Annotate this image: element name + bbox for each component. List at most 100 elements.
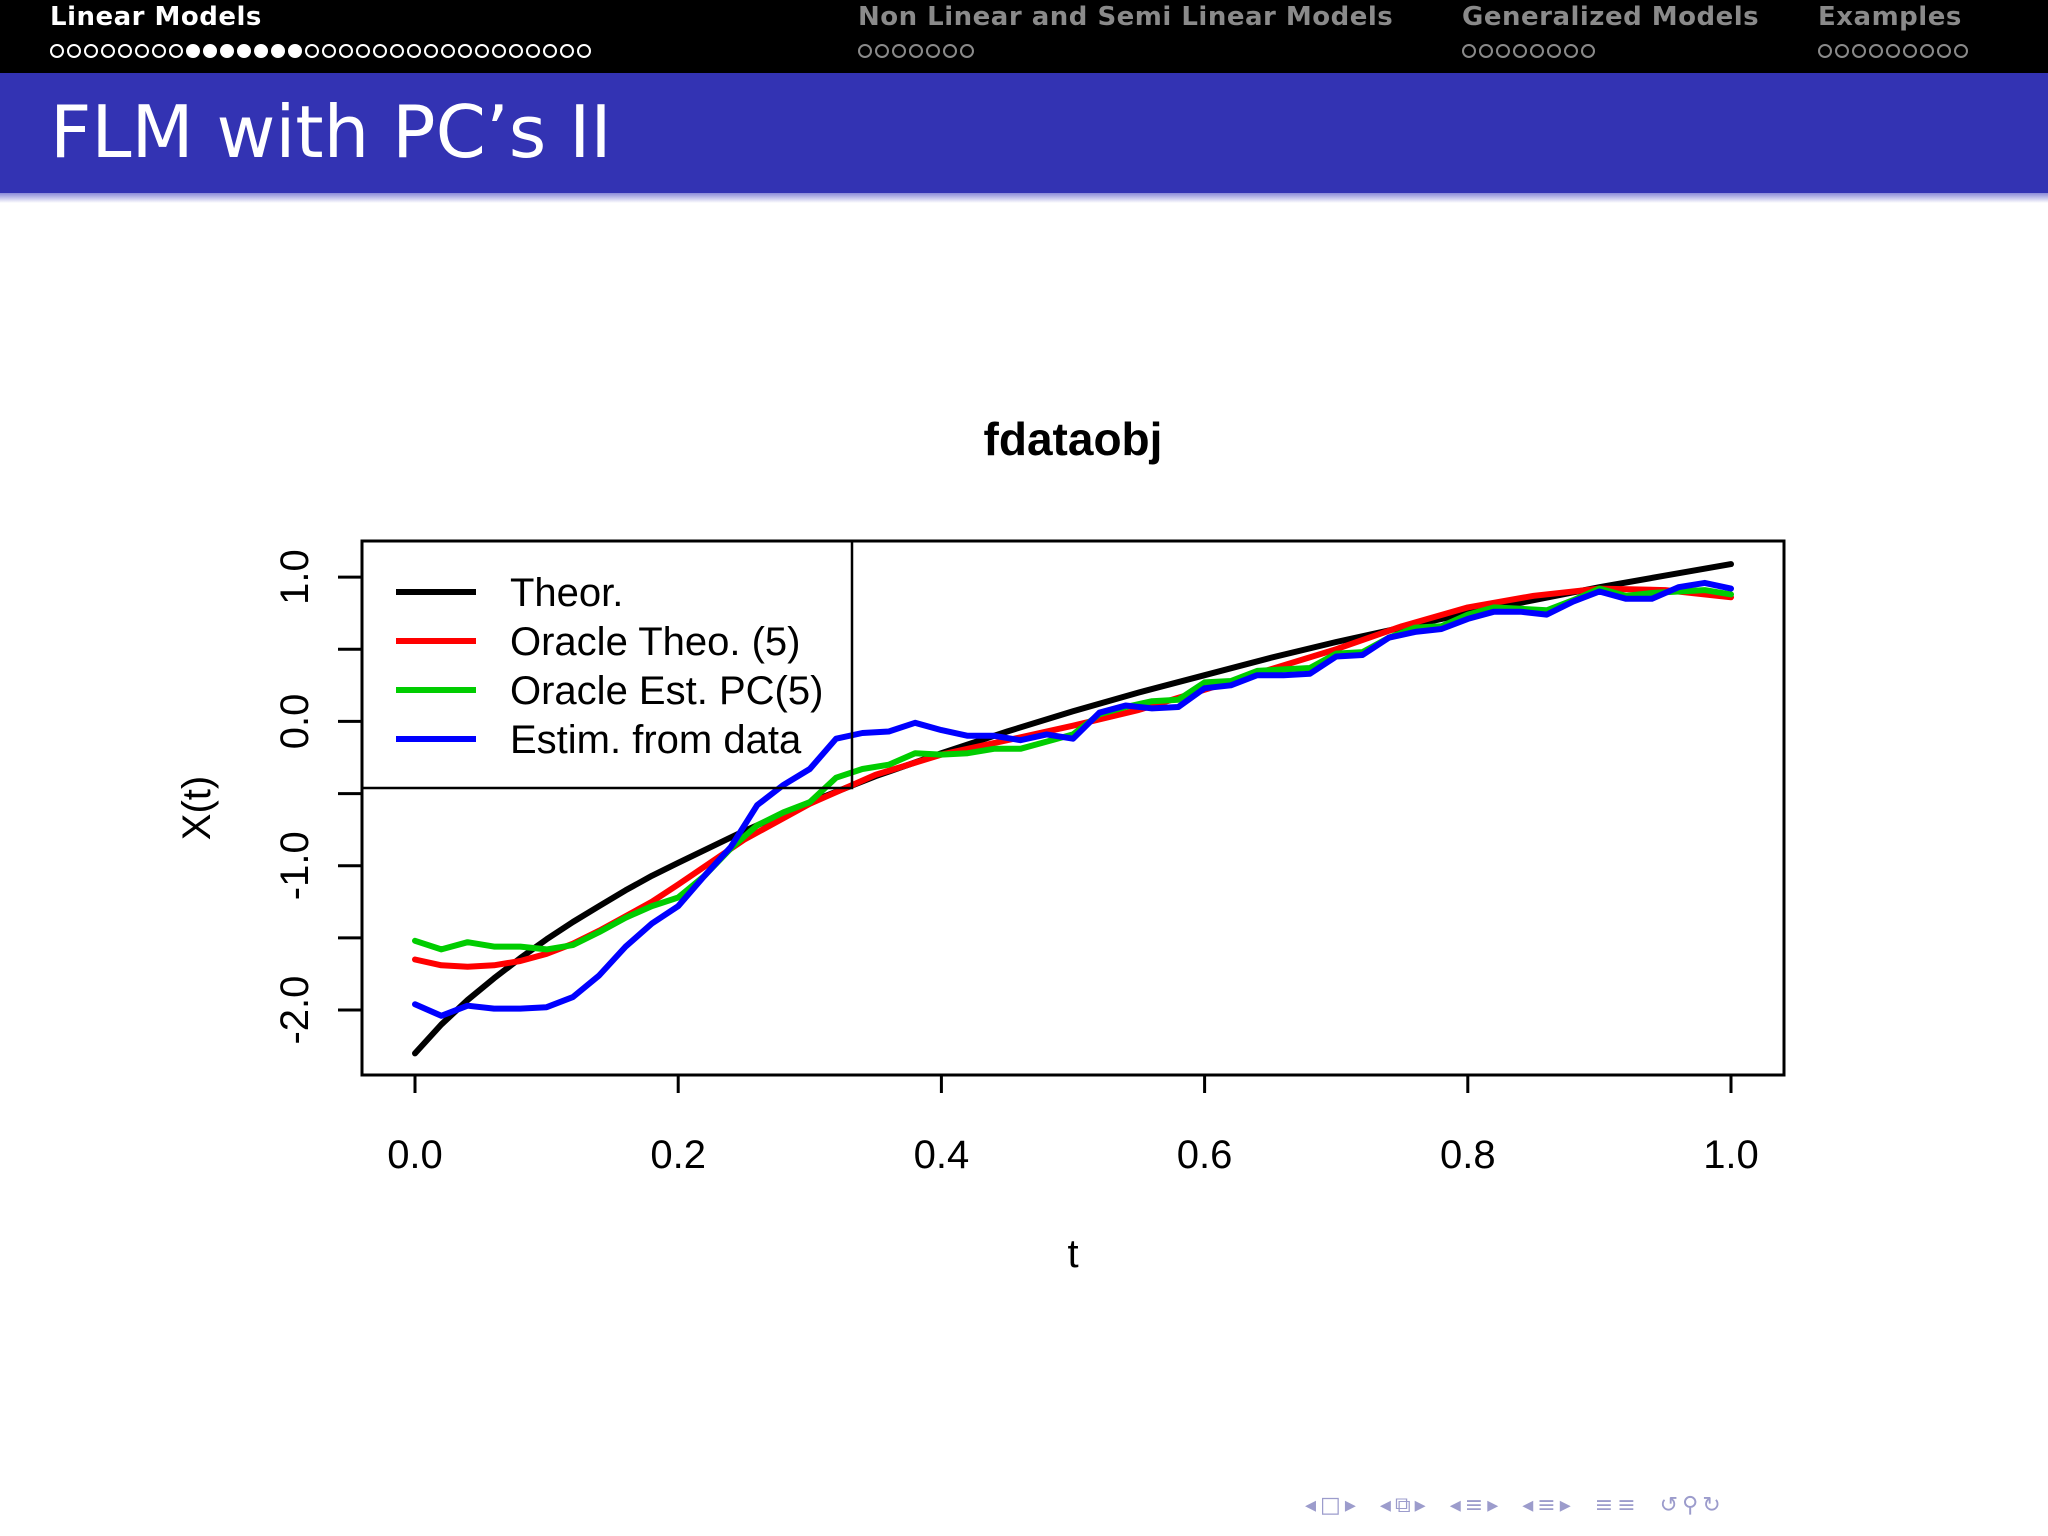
frame-dot[interactable] [1547,44,1561,58]
nav-section-title[interactable]: Examples [1818,2,1962,32]
search-nav-group: ↺ ⚲ ↻ [1660,1495,1721,1517]
section-nav-group: ◂ ≡ ▸ [1522,1495,1571,1517]
frame-title-bar [0,73,2048,193]
frame-dot[interactable] [509,44,523,58]
frame-dot[interactable] [1869,44,1883,58]
frame-dot[interactable] [1954,44,1968,58]
title-shadow [0,193,2048,203]
frame-dot[interactable] [84,44,98,58]
frame-dot[interactable] [339,44,353,58]
frame-dot[interactable] [67,44,81,58]
frame-dot[interactable] [50,44,64,58]
section-icon[interactable]: ≡ [1537,1493,1556,1518]
frame-dot[interactable] [1886,44,1900,58]
frame-dot[interactable] [356,44,370,58]
search-icon[interactable]: ⚲ [1682,1493,1699,1518]
toc-nav-group: ≡ ≡ [1595,1495,1636,1517]
y-tick-label: -2.0 [273,976,317,1045]
toc-icon[interactable]: ≡ [1617,1493,1636,1518]
frame-dot[interactable] [1852,44,1866,58]
frame-dot[interactable] [118,44,132,58]
frame-dot[interactable] [1496,44,1510,58]
nav-section-title[interactable]: Linear Models [50,2,262,32]
legend-box [360,539,854,790]
frame-dot[interactable] [152,44,166,58]
subsection-icon[interactable]: ≡ [1464,1493,1484,1518]
prev-section-icon[interactable]: ◂ [1522,1493,1534,1518]
current-frame-dot[interactable] [254,44,268,58]
nav-section-title[interactable]: Non Linear and Semi Linear Models [858,2,1394,32]
current-frame-dot[interactable] [203,44,217,58]
current-frame-dot[interactable] [288,44,302,58]
legend-label: Theor. [510,571,623,615]
chart-title: fdataobj [984,413,1163,465]
frame-dot[interactable] [875,44,889,58]
frame-dot[interactable] [1920,44,1934,58]
frame-dot[interactable] [373,44,387,58]
series-line-3 [412,585,1734,953]
prev-slide-icon[interactable]: ◂ [1305,1493,1317,1518]
frame-dot[interactable] [560,44,574,58]
frame-dot[interactable] [135,44,149,58]
x-axis-label: t [1067,1232,1078,1276]
frame-dot[interactable] [943,44,957,58]
current-frame-dot[interactable] [237,44,251,58]
frame-dot[interactable] [1581,44,1595,58]
frame-dot[interactable] [1462,44,1476,58]
frame-dot[interactable] [960,44,974,58]
frame-dot[interactable] [305,44,319,58]
frame-dot[interactable] [101,44,115,58]
x-tick-label: 0.8 [1440,1133,1496,1177]
legend-label: Oracle Theo. (5) [510,620,801,664]
current-frame-dot[interactable] [220,44,234,58]
next-slide-icon[interactable]: ▸ [1344,1493,1356,1518]
frame-dot[interactable] [169,44,183,58]
frame-dot[interactable] [1479,44,1493,58]
frame-dot[interactable] [892,44,906,58]
frame-dot[interactable] [577,44,591,58]
frame-dot[interactable] [1818,44,1832,58]
nav-section-title[interactable]: Generalized Models [1462,2,1760,32]
frame-dot[interactable] [1513,44,1527,58]
frame-dot[interactable] [407,44,421,58]
current-frame-dot[interactable] [271,44,285,58]
series-line-4 [412,579,1734,1019]
beamer-headline: Linear Models Non Linear and Semi Linear… [0,0,2048,73]
frame-dot[interactable] [526,44,540,58]
frame-dot[interactable] [458,44,472,58]
legend-label: Estim. from data [510,718,802,762]
frame-dot[interactable] [1530,44,1544,58]
frame-dot[interactable] [909,44,923,58]
frame-dot[interactable] [1903,44,1917,58]
frame-dot[interactable] [926,44,940,58]
forward-icon[interactable]: ↻ [1702,1493,1721,1518]
frame-dot[interactable] [390,44,404,58]
frame-nav-group: ◂ ⧉ ▸ [1380,1495,1426,1517]
frame-dot[interactable] [475,44,489,58]
next-section-icon[interactable]: ▸ [1559,1493,1571,1518]
next-frame-icon[interactable]: ▸ [1414,1493,1426,1518]
frame-icon[interactable]: ⧉ [1394,1493,1411,1518]
frame-dot[interactable] [1835,44,1849,58]
slide-icon[interactable]: □ [1320,1493,1341,1518]
next-subsection-icon[interactable]: ▸ [1487,1493,1499,1518]
frame-dot[interactable] [858,44,872,58]
frame-dot[interactable] [1937,44,1951,58]
slide-nav-group: ◂ □ ▸ [1305,1495,1356,1517]
frame-dot[interactable] [322,44,336,58]
toc-icon[interactable]: ≡ [1594,1493,1614,1518]
plot-frame [360,539,1786,1077]
current-frame-dot[interactable] [186,44,200,58]
nav-dots [50,44,591,58]
subsection-nav-group: ◂ ≡ ▸ [1450,1495,1499,1517]
legend: Theor. Oracle Theo. (5) Oracle Est. PC(5) E… [360,539,854,790]
frame-dot[interactable] [543,44,557,58]
frame-dot[interactable] [492,44,506,58]
prev-frame-icon[interactable]: ◂ [1379,1493,1391,1518]
frame-dot[interactable] [441,44,455,58]
frame-dot[interactable] [1564,44,1578,58]
frame-dot[interactable] [424,44,438,58]
back-icon[interactable]: ↺ [1659,1493,1679,1518]
prev-subsection-icon[interactable]: ◂ [1449,1493,1461,1518]
